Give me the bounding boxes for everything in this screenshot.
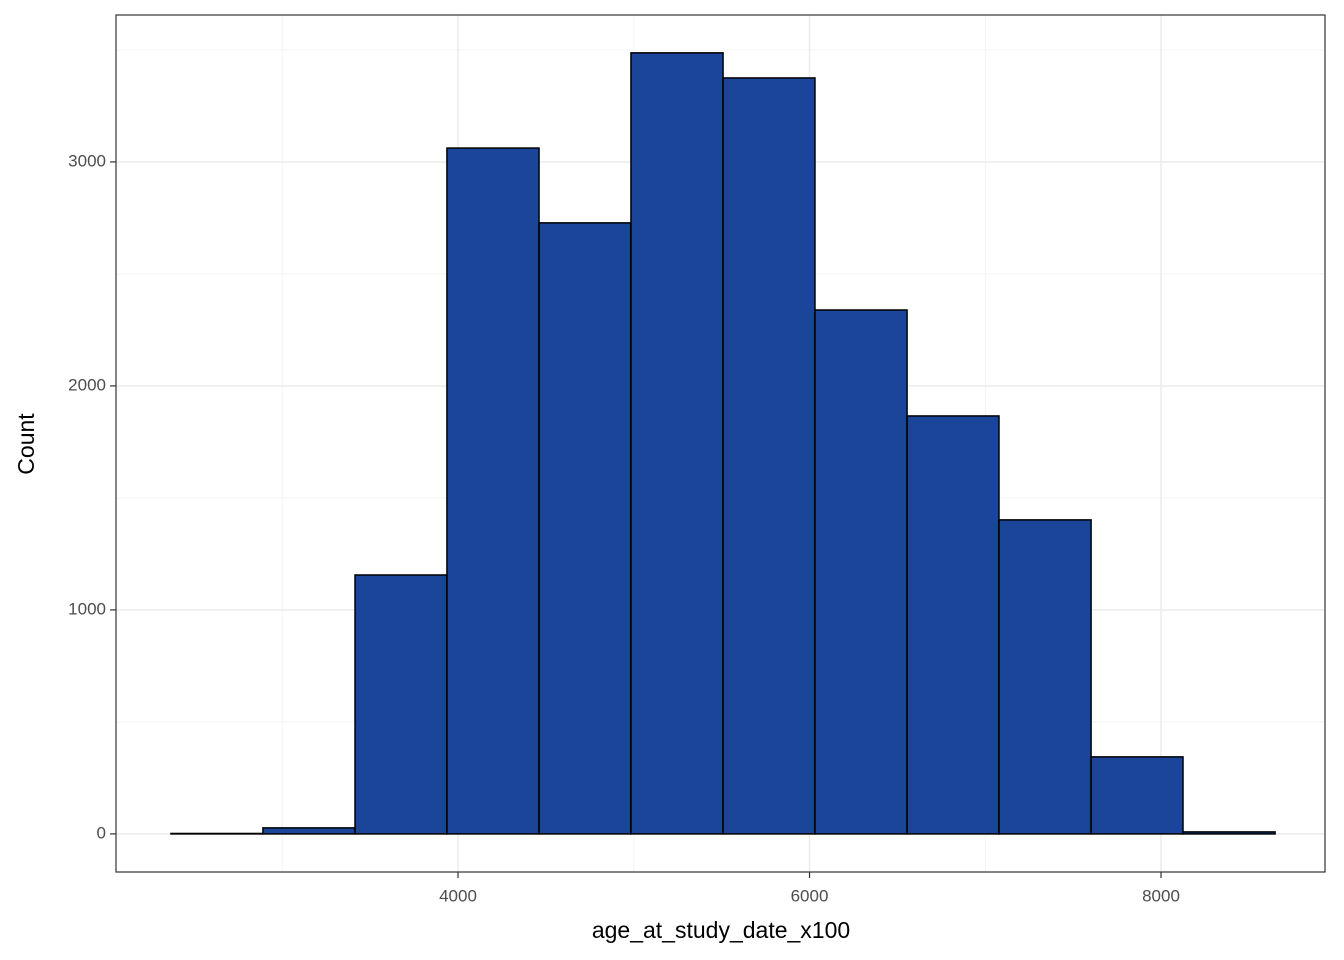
histogram-bar (262, 827, 356, 835)
x-tick-label: 6000 (791, 886, 829, 905)
histogram-bar (446, 147, 540, 835)
histogram-bar (630, 52, 724, 835)
y-tick-label: 0 (97, 823, 106, 842)
y-tick-label: 1000 (68, 599, 106, 618)
histogram-bar (1090, 756, 1184, 835)
histogram-bar (998, 519, 1092, 835)
x-axis-title: age_at_study_date_x100 (592, 917, 850, 943)
x-tick-label: 4000 (439, 886, 477, 905)
histogram-bar (814, 309, 908, 835)
histogram-bar (538, 222, 632, 835)
y-tick-label: 2000 (68, 375, 106, 394)
histogram-bar (1182, 831, 1276, 835)
x-tick-label: 8000 (1142, 886, 1180, 905)
histogram-bar (722, 77, 816, 835)
y-axis-title: Count (13, 413, 39, 475)
histogram-bar (354, 574, 448, 835)
histogram-bar (906, 415, 1000, 835)
y-tick-label: 3000 (68, 151, 106, 170)
panel-border (115, 14, 1326, 873)
